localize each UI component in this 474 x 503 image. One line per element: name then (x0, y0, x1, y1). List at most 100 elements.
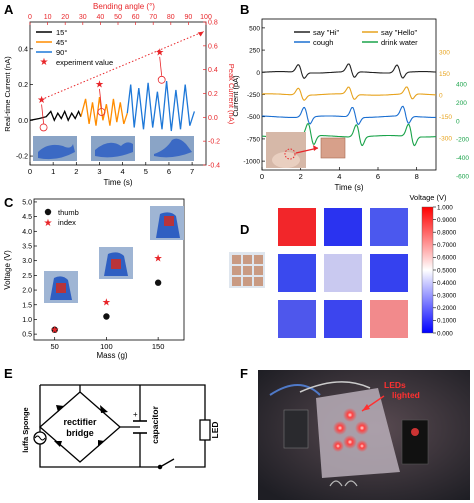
b-legend-hi: say "Hi" (313, 28, 339, 37)
c-x-tick-label: 100 (100, 342, 113, 351)
b-right-tick-label-green: 200 (456, 100, 467, 107)
a-left-tick-label: 0.2 (18, 82, 28, 89)
a-series-line-2 (80, 97, 128, 126)
a-right-tick-label: 0.2 (208, 91, 218, 98)
b-right-tick-label-green: -600 (456, 174, 469, 181)
a-series (29, 80, 196, 132)
c-y-tick-label: 1.5 (22, 302, 32, 309)
d-colorbar-tick-label: 0.4000 (437, 280, 457, 287)
a-top-tick-label: 40 (97, 14, 105, 21)
a-x-tick-label: 2 (74, 167, 78, 176)
c-x-tick-label: 150 (152, 342, 165, 351)
c-x-label: Mass (g) (96, 351, 127, 360)
e-plus-sign: + (133, 410, 138, 419)
f-annotation-line1: LEDs (384, 380, 406, 390)
panel-label-c: C (4, 195, 14, 210)
panel-e: E luffa Sponge rectifier bridge + capaci… (4, 366, 220, 470)
d-colorbar-tick-label: 0.1000 (437, 318, 457, 325)
b-left-label: Current (pA) (231, 75, 240, 117)
c-x-ticks: 50 100 150 (51, 337, 165, 351)
b-right-tick-label-green: 400 (456, 82, 467, 89)
a-peak-star: ★ (155, 47, 164, 58)
e-bridge-label: bridge (66, 428, 94, 438)
d-heatmap-cell (324, 254, 362, 292)
a-right-tick-label: 0.8 (208, 20, 218, 27)
c-y-tick-label: 1.0 (22, 317, 32, 324)
b-right-tick-label-green: 0 (456, 118, 460, 125)
f-annotation-line2: lighted (392, 390, 420, 400)
a-peak-star: ★ (37, 95, 46, 106)
a-legend: 15° 45° 90° ★ experiment value (36, 28, 113, 68)
b-legend-hello: say "Hello" (381, 28, 418, 37)
b-x-label: Time (s) (334, 183, 363, 192)
b-right-ticks: -300 -150 0 150 300 -600 -400 -200 0 200 400 (439, 50, 469, 181)
d-colorbar-tick-label: 0.2000 (437, 305, 457, 312)
a-legend-90: 90° (56, 48, 67, 57)
a-top-tick-label: 80 (167, 14, 175, 21)
b-x-tick-label: 6 (376, 172, 380, 181)
b-right-tick-label-green: -400 (456, 155, 469, 162)
a-peak-arrow (159, 56, 163, 76)
e-bridge-diamond (39, 391, 121, 463)
c-y-tick-label: 3.5 (22, 244, 32, 251)
d-colorbar-tick-label: 0.7000 (437, 242, 457, 249)
panel-label-a: A (4, 2, 14, 17)
a-x-tick-label: 4 (121, 167, 125, 176)
d-heatmap-cells (278, 208, 408, 338)
e-top-wire (40, 384, 206, 420)
c-legend-star: ★ (44, 218, 53, 229)
c-y-tick-label: 2.0 (22, 288, 32, 295)
b-left-tick-label: 500 (249, 25, 260, 32)
a-x-tick-label: 5 (144, 167, 148, 176)
a-legend-star: ★ (40, 57, 49, 68)
b-right-tick-label-orange: 300 (439, 50, 450, 57)
d-sensor-array-photo (229, 252, 265, 288)
c-y-tick-label: 0.5 (22, 332, 32, 339)
c-index-point: ★ (102, 297, 111, 308)
a-top-tick-label: 50 (114, 14, 122, 21)
c-y-ticks: 0.5 1.0 1.5 2.0 2.5 3.0 3.5 4.0 4.5 5.0 (22, 199, 37, 339)
a-peak-ring (39, 123, 48, 132)
panel-c: C 0.5 1.0 1.5 2.0 2.5 3.0 3.5 4.0 4.5 5.0 50 100 15… (3, 195, 185, 360)
c-y-tick-label: 3.0 (22, 258, 32, 265)
c-y-tick-label: 5.0 (22, 199, 32, 206)
a-top-tick-label: 30 (79, 14, 87, 21)
b-series-line-2 (262, 86, 437, 101)
b-legend-cough: cough (313, 38, 333, 47)
f-left-device (283, 409, 309, 449)
a-x-tick-label: 3 (97, 167, 101, 176)
a-x-tick-label: 6 (167, 167, 171, 176)
c-thumb-point (103, 313, 110, 320)
f-right-device (401, 419, 429, 465)
a-left-label: Real-time Current (nA) (3, 56, 12, 132)
e-right-wire (175, 440, 206, 468)
c-thumb-point (154, 279, 162, 286)
a-right-tick-label: 0.0 (208, 115, 218, 122)
c-legend-index: index (58, 218, 76, 227)
c-y-tick-label: 4.5 (22, 214, 32, 221)
a-left-ticks: -0.2 0.0 0.2 0.4 (16, 46, 33, 161)
a-top-tick-label: 10 (44, 14, 52, 21)
d-heatmap-cell (370, 208, 408, 246)
a-left-tick-label: 0.4 (18, 46, 28, 53)
c-index-point: ★ (154, 253, 163, 264)
d-heatmap-cell (370, 254, 408, 292)
c-hand-photos (44, 206, 184, 303)
b-right-tick-label-orange: 150 (439, 71, 450, 78)
a-x-tick-label: 0 (28, 167, 32, 176)
panel-label-d: D (240, 222, 249, 237)
b-left-tick-label: -1000 (243, 159, 260, 166)
a-peak-arrow (99, 88, 102, 109)
c-y-tick-label: 2.5 (22, 273, 32, 280)
panel-f: F LEDs (240, 366, 470, 500)
d-colorbar-tick-label: 0.3000 (437, 293, 457, 300)
c-thumb-point (51, 326, 58, 333)
a-left-tick-label: 0.0 (18, 118, 28, 125)
c-y-label: Voltage (V) (3, 250, 12, 290)
panel-label-b: B (240, 2, 249, 17)
d-colorbar-tick-label: 0.6000 (437, 255, 457, 262)
e-led-label: LED (210, 422, 220, 439)
panel-label-f: F (240, 366, 248, 381)
b-left-tick-label: 250 (249, 48, 260, 55)
a-top-tick-label: 60 (132, 14, 140, 21)
